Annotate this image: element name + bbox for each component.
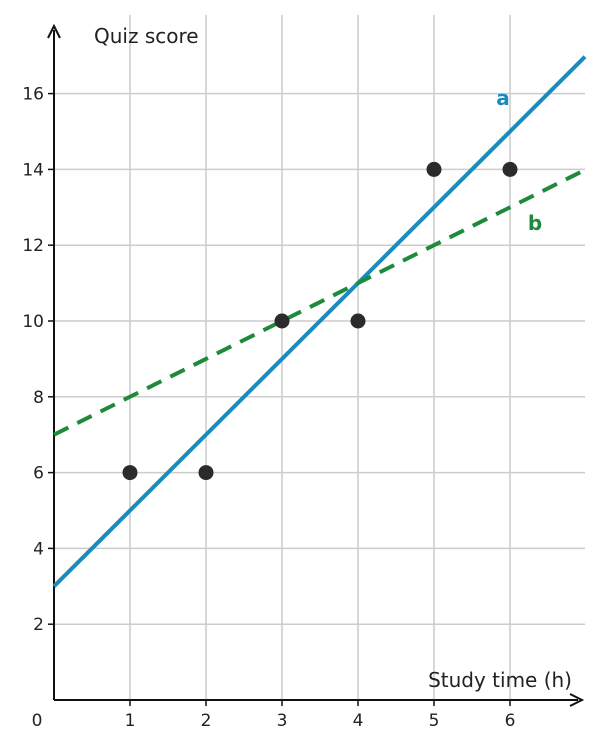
y-tick-label-16: 16 — [22, 85, 44, 105]
origin-label: 0 — [32, 711, 43, 731]
x-tick-label-3: 3 — [277, 711, 288, 731]
y-tick-label-14: 14 — [22, 160, 44, 180]
line-a-label: a — [496, 86, 510, 110]
data-point-2 — [198, 465, 214, 481]
x-tick-label-6: 6 — [505, 711, 516, 731]
data-point-6 — [502, 161, 518, 177]
x-axis-arrow — [569, 693, 585, 707]
x-axis-label: Study time (h) — [428, 668, 572, 692]
y-tick-label-10: 10 — [22, 312, 44, 332]
data-points — [122, 161, 518, 481]
y-tick-label-8: 8 — [33, 388, 44, 408]
y-tick-label-4: 4 — [33, 539, 44, 559]
line-b-label: b — [528, 211, 542, 235]
x-tick-label-1: 1 — [125, 711, 136, 731]
data-point-4 — [350, 313, 366, 329]
line-b — [53, 168, 586, 437]
data-point-5 — [426, 161, 442, 177]
x-tick-label-2: 2 — [201, 711, 212, 731]
y-axis-label: Quiz score — [94, 24, 199, 48]
data-point-3 — [274, 313, 290, 329]
line-a — [52, 55, 587, 588]
fit-lines — [52, 55, 587, 588]
x-tick-label-5: 5 — [429, 711, 440, 731]
y-tick-label-12: 12 — [22, 236, 44, 256]
y-tick-label-6: 6 — [33, 464, 44, 484]
x-tick-label-4: 4 — [353, 711, 364, 731]
data-point-1 — [122, 465, 138, 481]
y-axis-arrow — [47, 23, 61, 39]
axes — [47, 23, 585, 707]
grid — [54, 15, 585, 700]
y-tick-label-2: 2 — [33, 615, 44, 635]
